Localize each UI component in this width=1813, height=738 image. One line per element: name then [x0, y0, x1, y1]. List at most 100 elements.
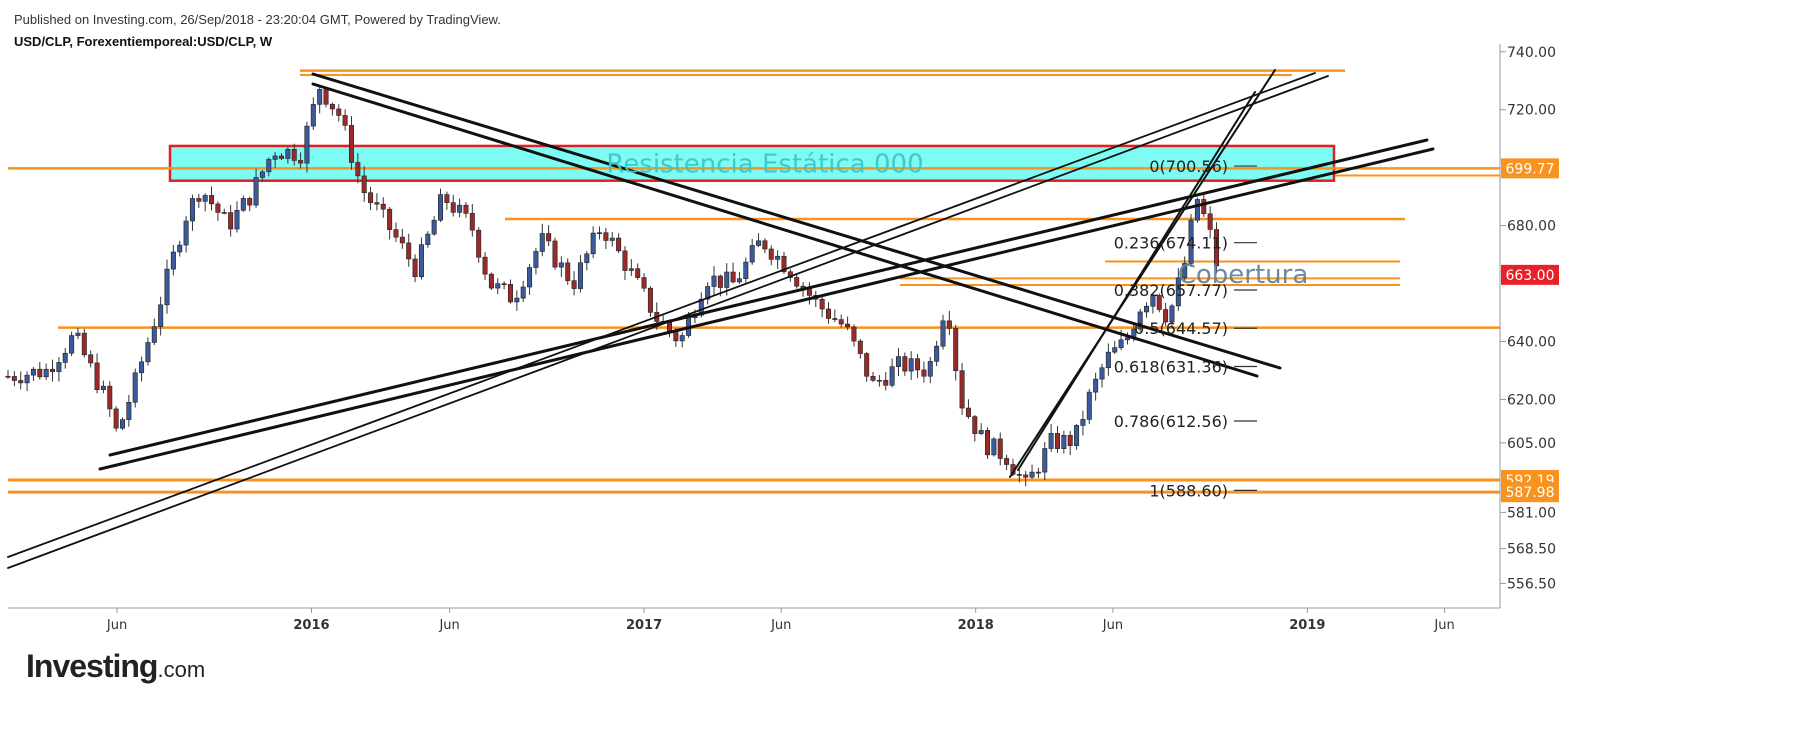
candle-body: [107, 385, 113, 410]
candle: [571, 271, 577, 296]
candle-body: [756, 240, 762, 246]
candle-body: [838, 319, 844, 325]
candle: [177, 240, 183, 257]
candle: [329, 102, 335, 116]
candle-body: [787, 271, 793, 278]
candle: [870, 372, 876, 383]
candle: [1137, 309, 1143, 332]
candle: [5, 369, 11, 379]
candle-body: [1144, 305, 1150, 313]
candle: [336, 104, 342, 122]
candle: [240, 195, 246, 213]
candle-body: [119, 419, 125, 429]
candle: [1067, 431, 1073, 456]
candle-body: [736, 278, 742, 283]
candle-body: [1093, 378, 1099, 393]
candle: [959, 363, 965, 415]
y-tick-label: 581.00: [1507, 505, 1556, 521]
candle-body: [1054, 433, 1060, 449]
candle-body: [183, 220, 189, 246]
candle: [507, 279, 513, 304]
candle-body: [864, 353, 870, 377]
candle-body: [1156, 295, 1162, 310]
investing-logo[interactable]: Investing .com: [26, 648, 205, 685]
candle-body: [374, 202, 380, 205]
candle: [775, 250, 781, 270]
candle: [151, 318, 157, 346]
candle-body: [565, 262, 571, 281]
candle-body: [304, 125, 310, 164]
candle-body: [1086, 391, 1092, 420]
candle-body: [1137, 311, 1143, 330]
candle: [482, 252, 488, 280]
candle-body: [762, 240, 768, 250]
candle-body: [329, 103, 335, 110]
candle: [1029, 464, 1035, 479]
candle-body: [1023, 474, 1029, 478]
candle: [355, 153, 361, 184]
candle-body: [603, 232, 609, 241]
x-tick-label: Jun: [1102, 618, 1123, 633]
candle-body: [215, 203, 221, 213]
price-tag-box: [1501, 158, 1559, 179]
candle: [641, 273, 647, 292]
price-tag: 587.98: [1501, 482, 1559, 503]
symbol-title: USD/CLP, Forexentiemporeal:USD/CLP, W: [14, 34, 273, 49]
candle-body: [399, 236, 405, 244]
x-tick-label: 2017: [626, 618, 662, 633]
candle: [1194, 197, 1200, 223]
candle: [50, 359, 56, 382]
candle-body: [5, 375, 11, 378]
candle: [577, 255, 583, 293]
candle: [1035, 467, 1041, 478]
candle-body: [221, 212, 227, 214]
candle: [635, 263, 641, 280]
candle-body: [622, 250, 628, 271]
candle: [590, 226, 596, 259]
chart-header: Published on Investing.com, 26/Sep/2018 …: [14, 10, 501, 52]
y-tick-label: 680.00: [1507, 219, 1556, 235]
candle-body: [196, 198, 202, 202]
candle: [113, 406, 119, 432]
candle-body: [1150, 295, 1156, 307]
candle: [565, 258, 571, 285]
candle-body: [164, 268, 170, 306]
trendline-steep-outer: [1009, 69, 1276, 478]
candle: [749, 238, 755, 265]
trendlines-layer: [7, 69, 1435, 569]
candle: [864, 352, 870, 382]
candle: [1042, 441, 1048, 481]
candle: [317, 87, 323, 114]
candle: [438, 188, 444, 222]
candle: [985, 427, 991, 459]
candle-body: [915, 358, 921, 371]
y-tick-label: 640.00: [1507, 334, 1556, 350]
candle-body: [908, 358, 914, 372]
annotation-labels-layer: Resistencia Estática 000 Cobertura: [606, 149, 1308, 290]
candle: [374, 193, 380, 211]
candle-body: [228, 212, 234, 230]
candle: [209, 186, 215, 211]
candle: [584, 251, 590, 271]
candle-body: [444, 194, 450, 203]
fibonacci-layer: 0(700.56) 0.236(674.11) 0.382(657.77) 0.5(6…: [1114, 157, 1257, 500]
candle-body: [1163, 309, 1169, 323]
fib-label: 0.382(657.77): [1114, 281, 1228, 300]
candle-body: [616, 237, 622, 252]
candle: [348, 116, 354, 170]
candle: [1112, 341, 1118, 354]
candle-body: [1074, 425, 1080, 446]
candle-body: [43, 368, 49, 378]
candle-body: [247, 198, 253, 206]
candle: [24, 371, 30, 392]
candle-body: [876, 379, 882, 382]
candle-body: [826, 308, 832, 319]
candle: [902, 352, 908, 376]
candle: [1061, 430, 1067, 454]
candle: [501, 281, 507, 290]
candle: [622, 246, 628, 281]
candle: [253, 168, 259, 208]
candle: [946, 310, 952, 336]
candle: [304, 121, 310, 173]
